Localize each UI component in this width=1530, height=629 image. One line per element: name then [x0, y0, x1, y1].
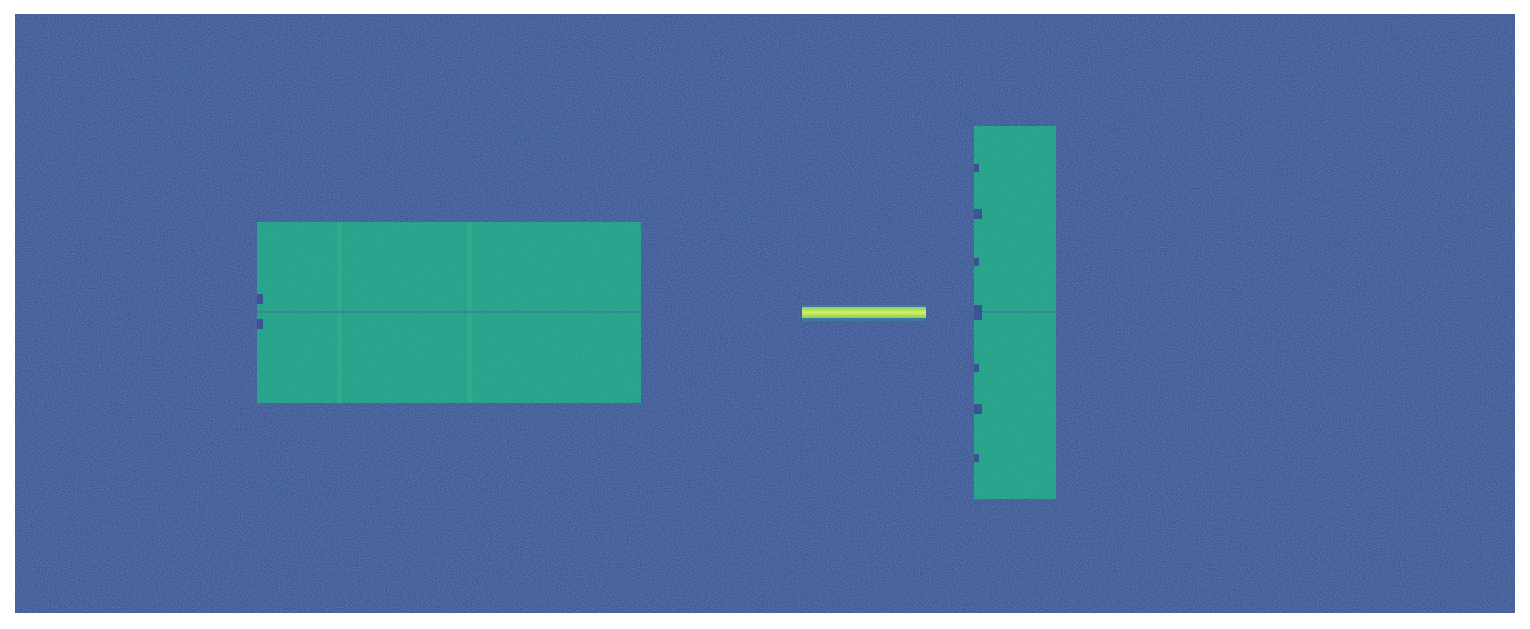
spectrogram-canvas — [15, 14, 1515, 613]
spectrogram-view — [15, 14, 1515, 613]
wideband-burst-left — [257, 222, 641, 403]
narrowband-tone — [802, 305, 926, 321]
noise-texture — [15, 14, 1515, 613]
wideband-burst-right — [974, 126, 1056, 499]
